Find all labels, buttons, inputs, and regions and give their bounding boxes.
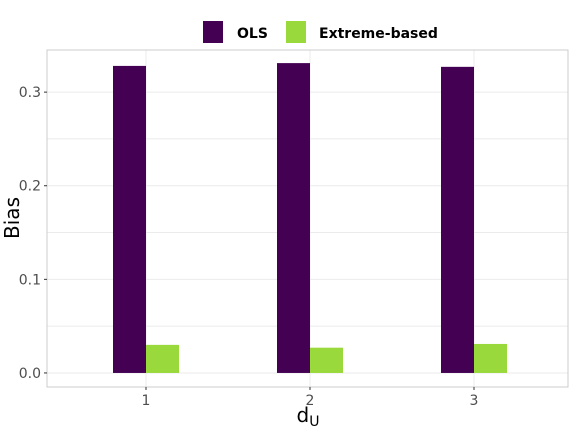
x-tick-label: 3 (470, 393, 479, 409)
x-tick-label: 1 (142, 393, 151, 409)
bar-extreme-based-1 (146, 344, 179, 373)
panel-border (46, 49, 569, 388)
bar-ols-1 (113, 65, 146, 373)
y-tick-label: 0.2 (19, 179, 41, 195)
y-tick-label: 0.3 (19, 85, 41, 101)
x-axis-title-subscript: U (309, 414, 319, 430)
y-tick-label: 0.1 (19, 272, 41, 288)
legend: OLS Extreme-based (203, 21, 438, 43)
legend-key-ols (203, 21, 223, 43)
x-axis-title-main: d (297, 403, 310, 427)
bar-extreme-based-2 (310, 347, 343, 373)
bar-ols-2 (277, 63, 310, 373)
bar-ols-3 (441, 66, 474, 373)
x-axis-title: dU (297, 403, 320, 430)
x-axis-ticks: 1 2 3 (142, 387, 479, 409)
bar-extreme-based-3 (474, 343, 507, 373)
legend-key-extreme-based (286, 21, 306, 43)
y-tick-label: 0.0 (19, 366, 41, 382)
bars (113, 63, 507, 373)
legend-label-extreme-based: Extreme-based (319, 26, 438, 42)
legend-label-ols: OLS (237, 26, 268, 42)
y-axis-ticks: 0.0 0.1 0.2 0.3 (19, 85, 47, 382)
y-axis-title: Bias (0, 197, 24, 239)
x-tick-label: 2 (306, 393, 315, 409)
